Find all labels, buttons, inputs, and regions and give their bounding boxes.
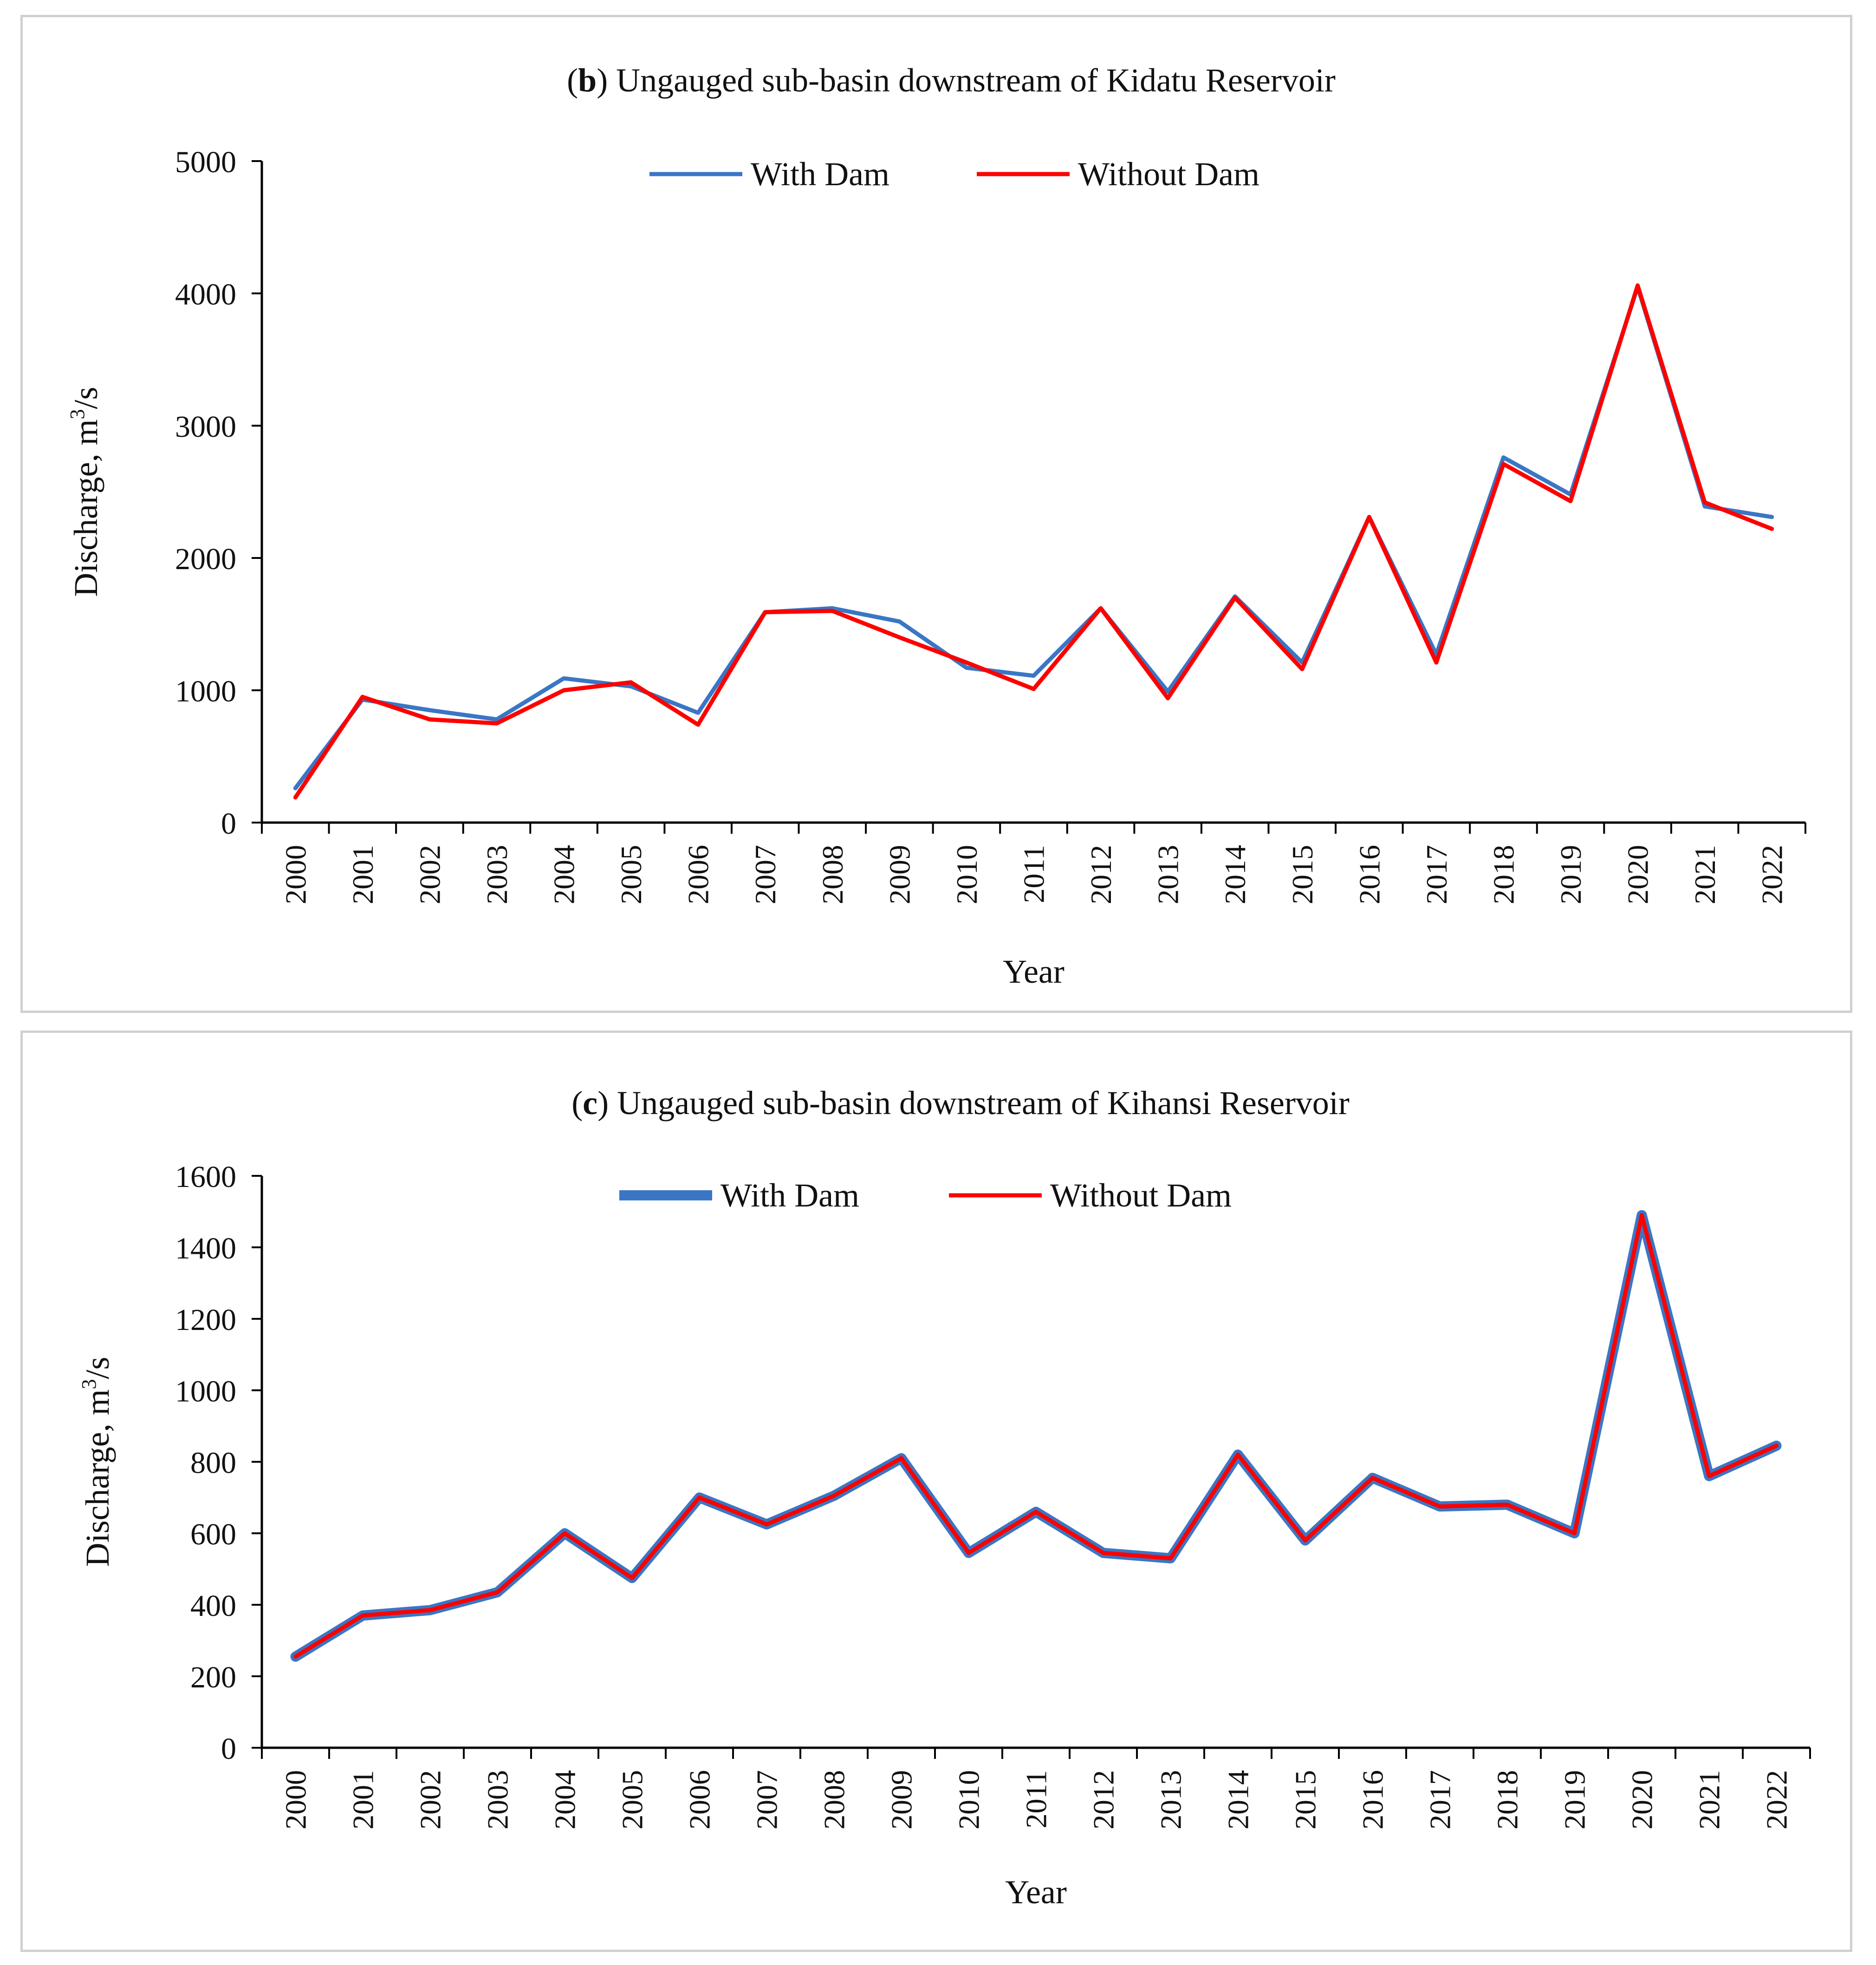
x-tick-label: 2008 [816,845,849,904]
x-tick-label: 2015 [1289,1770,1322,1829]
x-tick-label: 2007 [749,845,782,904]
x-tick-label: 2010 [953,1770,986,1829]
x-tick-label: 2018 [1491,1770,1524,1829]
x-tick-label: 2004 [549,1770,582,1829]
x-tick-label: 2014 [1222,1770,1255,1829]
x-tick-label: 2005 [616,1770,649,1829]
series-line-without-dam [293,1213,1779,1659]
x-tick-label: 2003 [480,845,513,904]
y-tick-label: 4000 [175,278,236,311]
x-tick-label: 2019 [1554,845,1587,904]
x-tick-label: 2016 [1353,845,1386,904]
y-tick-label: 200 [190,1660,236,1694]
x-tick-label: 2021 [1688,845,1721,904]
series-line-with-dam [290,1210,1782,1662]
x-tick-label: 2016 [1357,1770,1389,1829]
series-line-with-dam [293,285,1774,791]
chart-svg-c: (c) Ungauged sub-basin downstream of Kih… [78,1084,1811,1911]
x-tick-label: 2020 [1622,845,1655,904]
y-tick-label: 1400 [175,1232,236,1265]
chart-panel-c: (c) Ungauged sub-basin downstream of Kih… [20,1031,1852,1952]
x-tick-label: 2012 [1084,845,1117,904]
x-tick-label: 2000 [279,845,312,904]
legend-label-with-dam: With Dam [751,156,889,193]
x-tick-label: 2017 [1424,1770,1457,1829]
chart-title: (b) Ungauged sub-basin downstream of Kid… [567,62,1336,99]
x-tick-label: 2011 [1018,845,1051,903]
x-tick-label: 2012 [1087,1770,1120,1829]
legend-label-without-dam: Without Dam [1078,156,1259,193]
x-tick-label: 2005 [615,845,648,904]
y-tick-label: 2000 [175,542,236,576]
x-tick-label: 2004 [548,845,581,904]
x-tick-label: 2009 [885,1770,918,1829]
x-tick-label: 2020 [1626,1770,1659,1829]
legend-label-without-dam: Without Dam [1050,1177,1232,1214]
x-tick-label: 2010 [950,845,983,904]
x-tick-label: 2006 [683,1770,716,1829]
x-tick-label: 2017 [1420,845,1453,904]
y-tick-label: 1200 [175,1303,236,1337]
x-tick-label: 2002 [414,1770,447,1829]
y-tick-label: 5000 [175,145,236,179]
x-tick-label: 2021 [1693,1770,1726,1829]
y-tick-label: 0 [221,1732,236,1766]
series-line-without-dam [293,283,1774,800]
y-axis-label: Discharge, m3/s [78,1357,116,1567]
y-tick-label: 3000 [175,410,236,444]
y-tick-label: 1000 [175,1375,236,1408]
x-tick-label: 2003 [481,1770,514,1829]
y-tick-label: 600 [190,1518,236,1551]
x-tick-label: 2018 [1487,845,1520,904]
x-tick-label: 2013 [1155,1770,1188,1829]
x-tick-label: 2002 [413,845,446,904]
y-axis-label: Discharge, m3/s [66,387,104,597]
x-tick-label: 2009 [883,845,916,904]
x-tick-label: 2022 [1760,1770,1793,1829]
x-tick-label: 2001 [347,1770,380,1829]
y-tick-label: 400 [190,1589,236,1623]
x-tick-label: 2008 [818,1770,851,1829]
x-tick-label: 2007 [751,1770,784,1829]
y-tick-label: 1000 [175,674,236,708]
y-tick-label: 800 [190,1446,236,1480]
x-tick-label: 2013 [1152,845,1185,904]
chart-svg-b: (b) Ungauged sub-basin downstream of Kid… [66,62,1806,990]
x-tick-label: 2015 [1286,845,1319,904]
x-axis-label: Year [1005,1874,1067,1911]
x-tick-label: 2001 [346,845,379,904]
x-axis-label: Year [1003,953,1065,990]
x-tick-label: 2000 [279,1770,312,1829]
x-tick-label: 2014 [1219,845,1252,904]
y-tick-label: 1600 [175,1160,236,1194]
y-tick-label: 0 [221,807,236,841]
x-tick-label: 2022 [1756,845,1789,904]
x-tick-label: 2019 [1558,1770,1591,1829]
x-tick-label: 2011 [1020,1770,1053,1829]
chart-panel-b: (b) Ungauged sub-basin downstream of Kid… [20,15,1852,1013]
legend-label-with-dam: With Dam [721,1177,859,1214]
x-tick-label: 2006 [682,845,715,904]
chart-title: (c) Ungauged sub-basin downstream of Kih… [571,1084,1350,1122]
